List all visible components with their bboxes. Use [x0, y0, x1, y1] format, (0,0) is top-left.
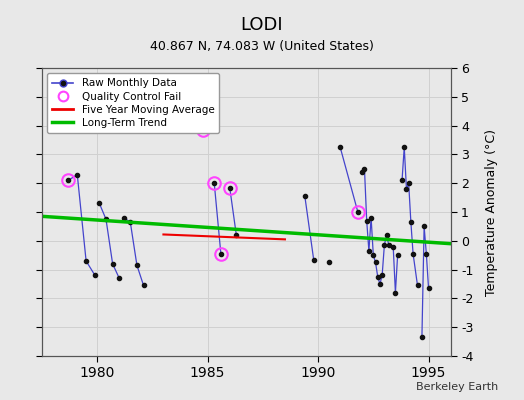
- Text: 40.867 N, 74.083 W (United States): 40.867 N, 74.083 W (United States): [150, 40, 374, 53]
- Y-axis label: Temperature Anomaly (°C): Temperature Anomaly (°C): [485, 128, 498, 296]
- Legend: Raw Monthly Data, Quality Control Fail, Five Year Moving Average, Long-Term Tren: Raw Monthly Data, Quality Control Fail, …: [47, 73, 220, 133]
- Text: LODI: LODI: [241, 16, 283, 34]
- Text: Berkeley Earth: Berkeley Earth: [416, 382, 498, 392]
